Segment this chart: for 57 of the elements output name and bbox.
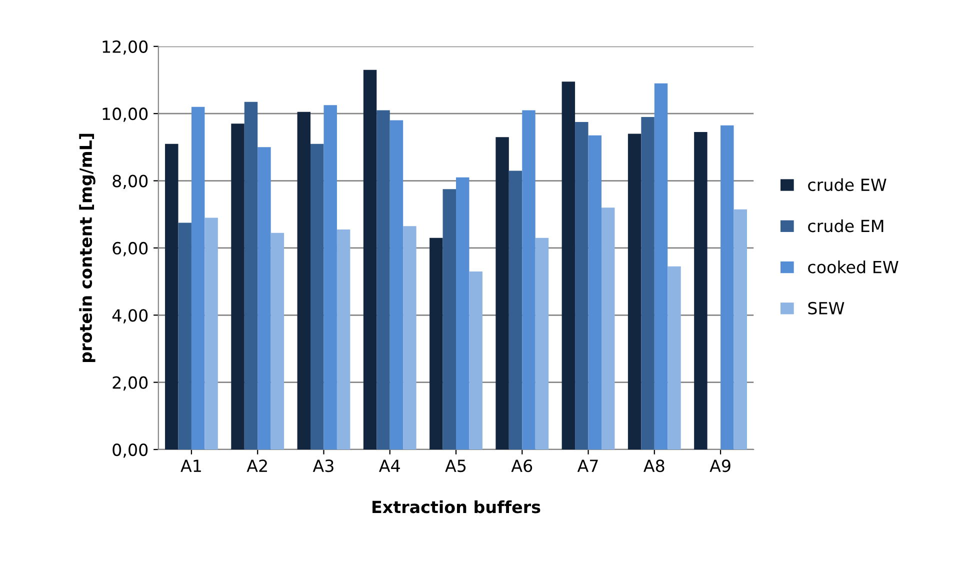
bar bbox=[508, 170, 522, 450]
bar bbox=[430, 238, 443, 450]
bar bbox=[734, 209, 747, 450]
bar bbox=[601, 208, 615, 450]
bar bbox=[654, 83, 668, 450]
x-tick-label: A2 bbox=[246, 460, 267, 472]
bar bbox=[191, 106, 205, 450]
bar bbox=[165, 144, 178, 450]
bar bbox=[668, 266, 681, 450]
bar bbox=[588, 135, 602, 450]
x-tick-label: A7 bbox=[577, 460, 598, 472]
y-tick-label: 4,00 bbox=[112, 309, 148, 324]
bar bbox=[376, 110, 390, 450]
y-tick-label: 8,00 bbox=[112, 174, 148, 190]
bar bbox=[535, 238, 549, 450]
bar bbox=[496, 137, 509, 450]
bar bbox=[244, 102, 258, 450]
bar bbox=[562, 82, 576, 450]
bar bbox=[442, 189, 456, 450]
bar bbox=[403, 226, 416, 450]
x-tick-label: A4 bbox=[378, 460, 400, 472]
x-axis-title: Extraction buffers bbox=[372, 500, 540, 514]
bar bbox=[720, 125, 734, 450]
x-tick-label: A6 bbox=[511, 460, 532, 472]
bar bbox=[204, 218, 218, 450]
y-tick-label: 2,00 bbox=[112, 376, 148, 391]
y-axis-title: protein content [mg/mL] bbox=[79, 134, 96, 362]
bar bbox=[641, 116, 654, 450]
y-tick-label: 0,00 bbox=[112, 443, 148, 458]
y-tick-label: 10,00 bbox=[102, 108, 148, 122]
bar bbox=[178, 222, 192, 450]
x-tick-label: A8 bbox=[644, 460, 664, 472]
legend-label: cooked EW bbox=[808, 260, 898, 274]
bar bbox=[363, 70, 377, 450]
bar bbox=[575, 122, 588, 450]
bar bbox=[390, 120, 404, 450]
x-tick-label: A1 bbox=[180, 460, 201, 472]
bar bbox=[628, 134, 642, 450]
bar bbox=[456, 177, 470, 450]
bar bbox=[522, 110, 536, 450]
bar bbox=[336, 229, 350, 450]
legend-label: SEW bbox=[808, 302, 844, 314]
legend-label: crude EW bbox=[808, 178, 886, 192]
y-tick-label: 6,00 bbox=[112, 242, 148, 256]
legend-label: crude EM bbox=[808, 219, 884, 232]
bar bbox=[258, 147, 271, 450]
bar bbox=[469, 271, 482, 450]
bar bbox=[324, 105, 337, 450]
x-tick-label: A3 bbox=[312, 460, 334, 472]
bar bbox=[310, 144, 324, 450]
y-tick-label: 12,00 bbox=[102, 40, 148, 55]
x-tick-label: A5 bbox=[445, 460, 466, 472]
bar bbox=[231, 124, 244, 450]
x-tick-label: A9 bbox=[710, 460, 730, 472]
bar bbox=[270, 232, 284, 450]
bar bbox=[297, 112, 311, 450]
bar bbox=[694, 132, 708, 450]
